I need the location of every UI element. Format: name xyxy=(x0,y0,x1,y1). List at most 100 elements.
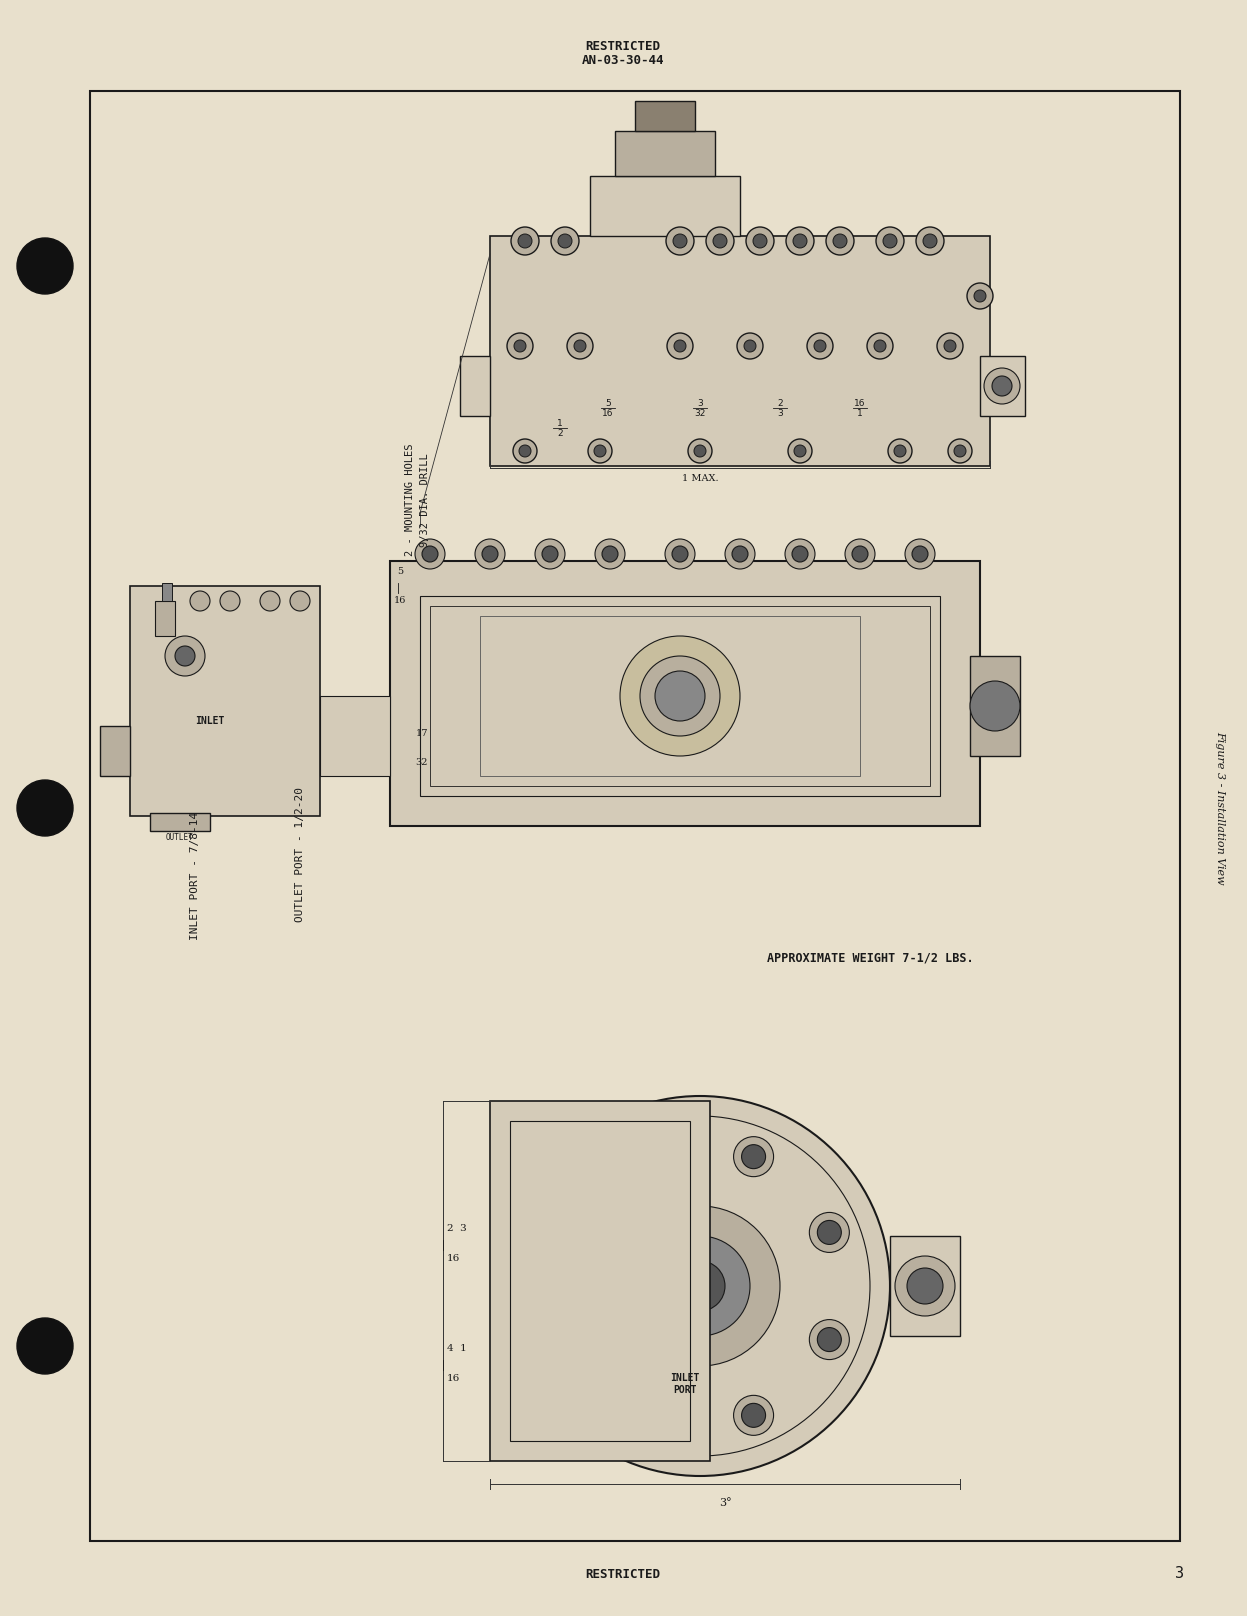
Circle shape xyxy=(513,440,537,464)
Circle shape xyxy=(510,1096,890,1475)
Circle shape xyxy=(530,1117,870,1456)
Text: 3°: 3° xyxy=(718,1498,731,1508)
Text: 16: 16 xyxy=(854,399,865,409)
Circle shape xyxy=(574,339,586,352)
Text: 16: 16 xyxy=(446,1374,460,1383)
Circle shape xyxy=(508,333,532,359)
Circle shape xyxy=(261,591,281,611)
Circle shape xyxy=(875,226,904,255)
Text: 1: 1 xyxy=(857,409,863,417)
Circle shape xyxy=(984,368,1020,404)
Circle shape xyxy=(175,646,195,666)
Circle shape xyxy=(833,234,847,247)
Text: 17: 17 xyxy=(415,729,428,739)
Circle shape xyxy=(948,440,971,464)
Circle shape xyxy=(567,333,594,359)
Text: INLET PORT - 7/8-14: INLET PORT - 7/8-14 xyxy=(190,811,200,941)
Circle shape xyxy=(291,591,311,611)
Circle shape xyxy=(883,234,897,247)
Circle shape xyxy=(954,444,966,457)
Text: OUTLET: OUTLET xyxy=(166,832,193,842)
Bar xyxy=(155,601,175,637)
Circle shape xyxy=(737,333,763,359)
Bar xyxy=(615,131,715,176)
Text: 9/32 DIA. DRILL: 9/32 DIA. DRILL xyxy=(420,452,430,546)
Circle shape xyxy=(742,1403,766,1427)
Circle shape xyxy=(817,1328,842,1351)
Text: 2 - MOUNTING HOLES: 2 - MOUNTING HOLES xyxy=(405,444,415,556)
Text: Figure 3 - Installation View: Figure 3 - Installation View xyxy=(1215,730,1225,886)
Bar xyxy=(970,656,1020,756)
Circle shape xyxy=(551,1320,591,1359)
Circle shape xyxy=(640,656,720,735)
Text: 4  1: 4 1 xyxy=(446,1345,466,1353)
Circle shape xyxy=(551,226,579,255)
Bar xyxy=(480,616,860,776)
Circle shape xyxy=(672,546,688,562)
Circle shape xyxy=(620,1206,781,1366)
Text: 1 MAX.: 1 MAX. xyxy=(682,473,718,483)
Bar xyxy=(510,1122,690,1441)
Circle shape xyxy=(733,1395,773,1435)
Circle shape xyxy=(695,444,706,457)
Circle shape xyxy=(17,781,74,835)
Circle shape xyxy=(713,234,727,247)
Circle shape xyxy=(650,1236,749,1336)
Bar xyxy=(320,696,390,776)
Circle shape xyxy=(817,1220,842,1244)
Circle shape xyxy=(974,289,986,302)
Circle shape xyxy=(912,546,928,562)
Text: 3: 3 xyxy=(1176,1566,1185,1582)
Text: RESTRICTED: RESTRICTED xyxy=(586,1568,661,1580)
Circle shape xyxy=(970,680,1020,730)
Circle shape xyxy=(673,234,687,247)
Circle shape xyxy=(17,238,74,294)
Text: 2: 2 xyxy=(557,428,562,438)
Circle shape xyxy=(905,540,935,569)
Circle shape xyxy=(626,1395,666,1435)
Circle shape xyxy=(792,546,808,562)
Text: 1: 1 xyxy=(557,420,562,428)
Circle shape xyxy=(665,540,695,569)
Circle shape xyxy=(706,226,734,255)
Circle shape xyxy=(917,226,944,255)
Circle shape xyxy=(626,1136,666,1176)
Circle shape xyxy=(519,444,531,457)
Circle shape xyxy=(557,234,572,247)
Circle shape xyxy=(793,234,807,247)
Circle shape xyxy=(421,546,438,562)
Circle shape xyxy=(666,226,695,255)
Circle shape xyxy=(165,637,205,675)
Circle shape xyxy=(17,1319,74,1374)
Circle shape xyxy=(602,546,619,562)
Bar xyxy=(390,561,980,826)
Circle shape xyxy=(907,1269,943,1304)
Bar xyxy=(420,596,940,797)
Circle shape xyxy=(786,226,814,255)
Circle shape xyxy=(594,444,606,457)
Circle shape xyxy=(936,333,963,359)
Circle shape xyxy=(595,540,625,569)
Bar xyxy=(100,726,130,776)
Circle shape xyxy=(874,339,887,352)
Circle shape xyxy=(559,1328,582,1351)
Text: 32: 32 xyxy=(415,758,428,768)
Circle shape xyxy=(514,339,526,352)
Circle shape xyxy=(559,1220,582,1244)
Circle shape xyxy=(415,540,445,569)
Circle shape xyxy=(867,333,893,359)
Circle shape xyxy=(688,440,712,464)
Text: 3: 3 xyxy=(777,409,783,417)
Bar xyxy=(980,356,1025,415)
Circle shape xyxy=(190,591,209,611)
Circle shape xyxy=(518,234,532,247)
Text: AN-03-30-44: AN-03-30-44 xyxy=(582,55,665,68)
Text: 16: 16 xyxy=(602,409,614,417)
Circle shape xyxy=(667,333,693,359)
Circle shape xyxy=(809,1212,849,1252)
Circle shape xyxy=(483,546,498,562)
Circle shape xyxy=(675,1260,725,1311)
Circle shape xyxy=(732,546,748,562)
Text: 5: 5 xyxy=(605,399,611,409)
Circle shape xyxy=(635,1403,658,1427)
